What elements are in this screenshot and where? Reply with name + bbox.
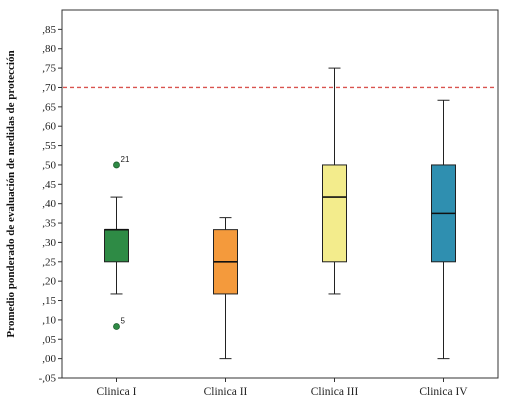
y-axis-title: Promedio ponderado de evaluación de medi… [5, 50, 17, 337]
y-tick-label: ,65 [42, 101, 56, 113]
y-tick-label: ,85 [42, 24, 56, 36]
outlier-label: 5 [121, 316, 126, 325]
y-tick-label: ,00 [42, 353, 56, 365]
y-tick-label: ,35 [42, 218, 56, 230]
y-tick-label: ,10 [42, 314, 56, 326]
x-tick-label: Clinica II [204, 386, 248, 398]
plot-frame [61, 9, 499, 379]
box-iqr [104, 229, 129, 263]
y-tick-label: ,70 [42, 82, 56, 94]
x-tick-label: Clinica I [97, 386, 137, 398]
y-tick-label: ,25 [42, 256, 56, 268]
box-iqr [322, 164, 347, 263]
y-tick-label: ,15 [42, 295, 56, 307]
box-2 [213, 217, 238, 360]
y-tick-label: ,05 [42, 334, 56, 346]
y-axis: ,85 ,80 ,75 ,70 ,65 ,60 ,55 ,50 ,45 ,40 ,35 ,30 ,25,… [39, 24, 62, 385]
y-tick-label: -,05 [39, 373, 57, 385]
y-tick-label: ,45 [42, 179, 56, 191]
box-3 [322, 67, 347, 295]
box-4 [431, 99, 456, 360]
x-axis: Clinica I Clinica II Clinica III Clinica IV [97, 378, 468, 398]
y-tick-label: ,20 [42, 276, 56, 288]
y-tick-label: ,55 [42, 140, 56, 152]
y-tick-label: ,40 [42, 198, 56, 210]
boxes: 21 5 [104, 67, 456, 360]
outlier-label: 21 [121, 155, 130, 164]
y-tick-label: ,60 [42, 121, 56, 133]
x-tick-label: Clinica III [311, 386, 359, 398]
y-tick-label: ,75 [42, 63, 56, 75]
y-tick-label: ,50 [42, 159, 56, 171]
box-1: 21 5 [104, 155, 130, 330]
y-tick-label: ,80 [42, 43, 56, 55]
outlier-point [113, 323, 120, 330]
y-tick-label: ,30 [42, 237, 56, 249]
x-tick-label: Clinica IV [419, 386, 468, 398]
outlier-point [113, 161, 120, 169]
